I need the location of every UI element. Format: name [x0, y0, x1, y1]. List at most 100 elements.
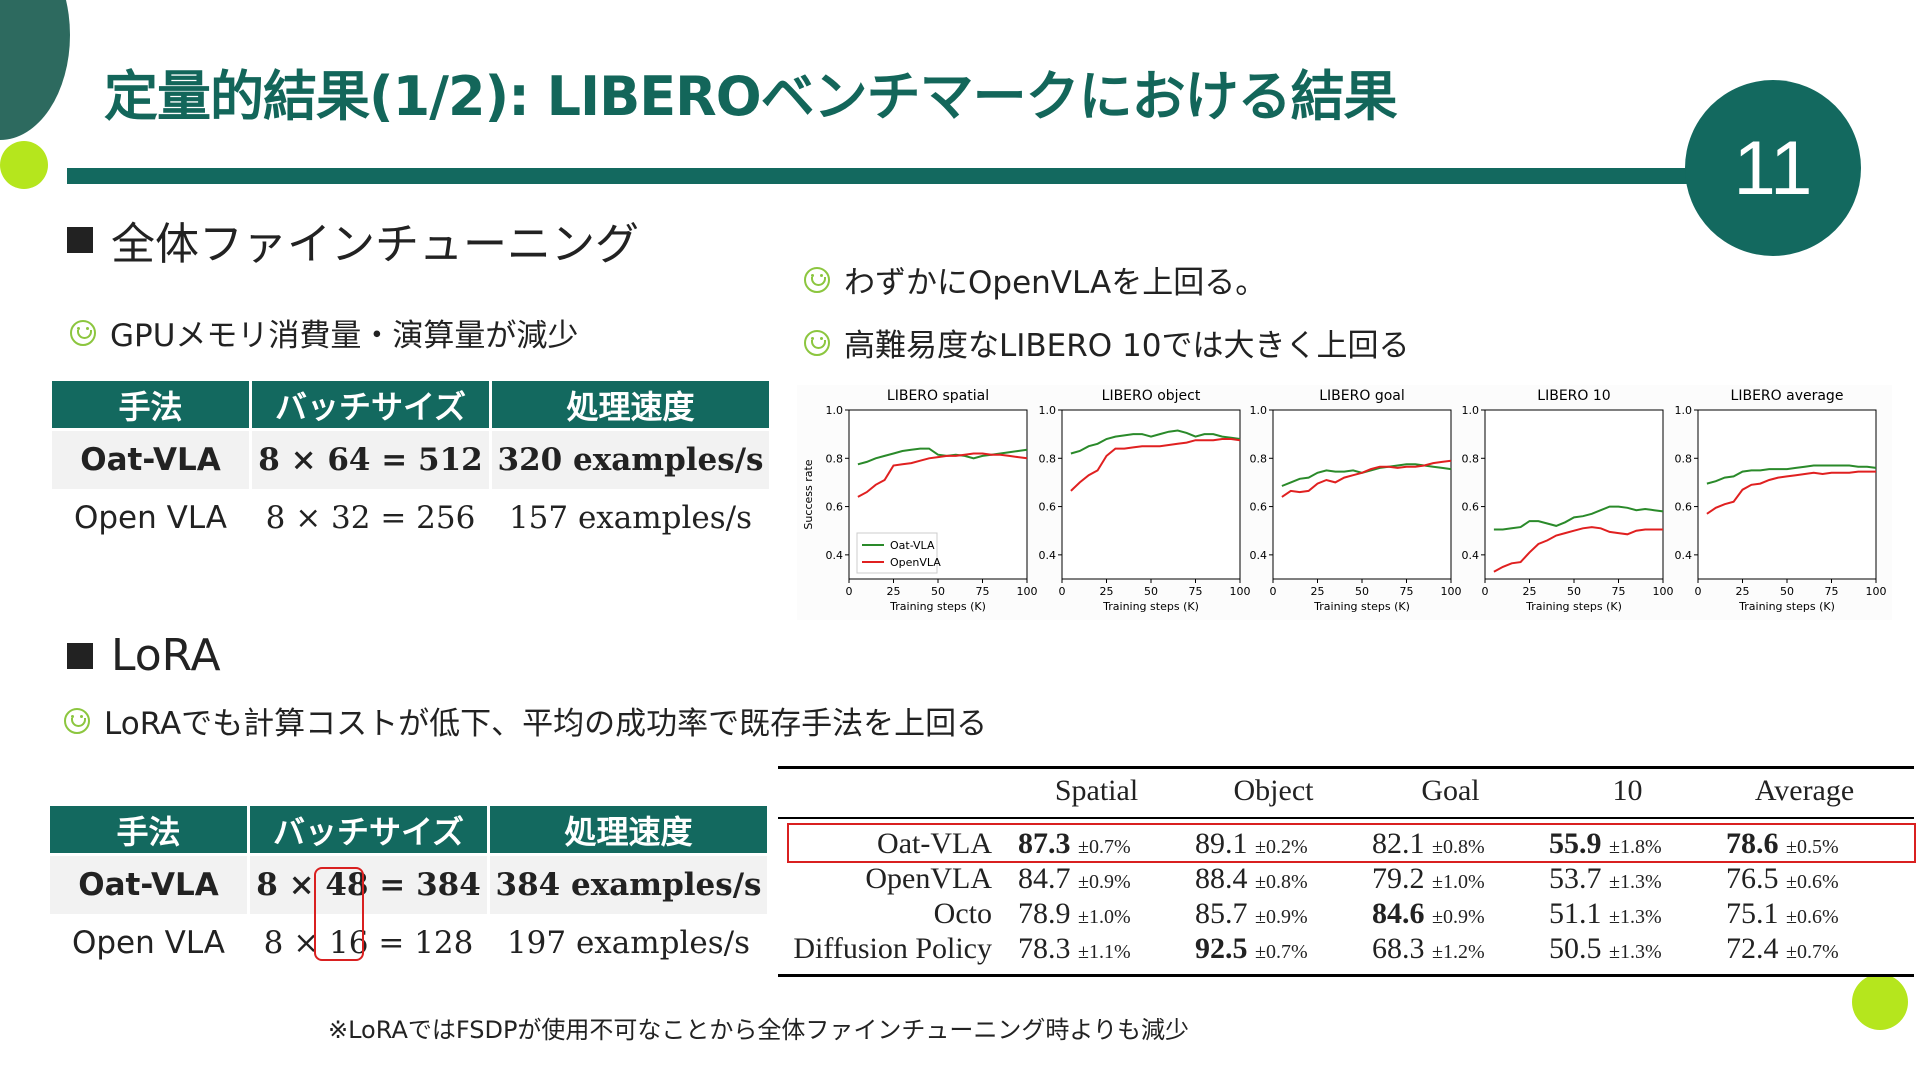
x-tick-label: 0: [1270, 585, 1277, 598]
score-cell: 55.9 ±1.8%: [1539, 827, 1716, 861]
table-row: Diffusion Policy 78.3 ±1.1% 92.5 ±0.7% 68.3…: [778, 932, 1914, 966]
score-cell: 82.1 ±0.8%: [1362, 827, 1539, 861]
score-std: ±1.3%: [1609, 941, 1662, 963]
score-value: 78.3: [1018, 932, 1071, 965]
section-heading-full: 全体ファインチューニング: [67, 208, 639, 272]
table-row: Octo 78.9 ±1.0% 85.7 ±0.9% 84.6 ±0.9% 51.1 ±…: [778, 897, 1914, 931]
square-bullet-icon: [67, 642, 93, 669]
table-header-row: Spatial Object Goal 10 Average: [778, 774, 1914, 808]
cell: 157 examples/s: [508, 500, 753, 536]
score-cell: 78.3 ±1.1%: [1008, 932, 1185, 966]
score-value: 89.1: [1195, 827, 1248, 860]
method-name: OpenVLA: [865, 862, 992, 895]
method-name: Diffusion Policy: [793, 932, 992, 965]
decorative-dot: [0, 141, 48, 189]
score-value: 75.1: [1726, 897, 1779, 930]
x-tick-label: 75: [1825, 585, 1839, 598]
x-tick-label: 75: [1400, 585, 1414, 598]
smiley-icon: [804, 329, 830, 356]
y-axis-label: Success rate: [802, 459, 815, 529]
cell: 8 × 64 = 512: [252, 431, 489, 489]
cell: 8 × 16 = 128: [250, 914, 487, 972]
score-std: ±0.7%: [1786, 941, 1839, 963]
cell: Oat-VLA: [52, 431, 249, 489]
cell: 320 examples/s: [492, 431, 769, 489]
score-value: 53.7: [1549, 862, 1602, 895]
score-std: ±1.0%: [1432, 871, 1485, 893]
y-tick-label: 1.0: [1462, 404, 1480, 417]
score-cell: 50.5 ±1.3%: [1539, 932, 1716, 966]
score-value: 79.2: [1372, 862, 1425, 895]
y-tick-label: 0.6: [1250, 501, 1268, 514]
y-tick-label: 0.6: [826, 501, 844, 514]
y-tick-label: 1.0: [1675, 404, 1693, 417]
y-tick-label: 0.8: [1250, 452, 1268, 465]
x-tick-label: 25: [1523, 585, 1537, 598]
score-cell: 72.4 ±0.7%: [1716, 932, 1893, 966]
x-axis-label: Training steps (K): [1313, 600, 1410, 613]
right-bullet: 高難易度なLIBERO 10では大きく上回る: [804, 320, 1410, 365]
cell: Open VLA: [71, 925, 226, 961]
legend-label: OpenVLA: [890, 556, 941, 569]
series-line-oat-vla: [1706, 464, 1877, 485]
right-bullet: わずかにOpenVLAを上回る。: [804, 257, 1266, 302]
y-tick-label: 1.0: [1250, 404, 1268, 417]
bullet-lora: LoRAでも計算コストが低下、平均の成功率で既存手法を上回る: [64, 698, 987, 743]
score-cell: 53.7 ±1.3%: [1539, 862, 1716, 896]
square-bullet-icon: [67, 227, 93, 253]
score-value: 68.3: [1372, 932, 1425, 965]
score-cell: 79.2 ±1.0%: [1362, 862, 1539, 896]
score-std: ±0.9%: [1432, 906, 1485, 928]
x-tick-label: 50: [1144, 585, 1158, 598]
score-cell: 89.1 ±0.2%: [1185, 827, 1362, 861]
table-rule: [778, 817, 1914, 819]
panel-title: LIBERO object: [1102, 388, 1201, 404]
score-cell: 75.1 ±0.6%: [1716, 897, 1893, 931]
series-line-openvla: [857, 452, 1028, 498]
batch-post: = 384: [379, 867, 481, 903]
x-tick-label: 25: [1736, 585, 1750, 598]
score-value: 84.6: [1372, 897, 1425, 930]
x-tick-label: 100: [1017, 585, 1038, 598]
x-tick-label: 0: [1482, 585, 1489, 598]
panel-title: LIBERO 10: [1537, 388, 1610, 404]
score-value: 78.6: [1726, 827, 1779, 860]
y-tick-label: 0.4: [1039, 549, 1057, 562]
highlight-box: [314, 867, 364, 961]
plot-frame: [1272, 409, 1452, 580]
series-line-openvla: [1281, 459, 1452, 498]
y-tick-label: 1.0: [1039, 404, 1057, 417]
table-rule: [778, 974, 1914, 977]
section-heading-lora: LoRA: [67, 630, 221, 681]
score-value: 84.7: [1018, 862, 1071, 895]
cell: 384 examples/s: [490, 856, 767, 914]
x-tick-label: 50: [1780, 585, 1794, 598]
score-cell: 84.6 ±0.9%: [1362, 897, 1539, 931]
series-line-openvla: [1706, 470, 1876, 515]
score-std: ±0.6%: [1786, 906, 1839, 928]
y-tick-label: 0.6: [1039, 501, 1057, 514]
cell: 197 examples/s: [506, 925, 751, 961]
x-tick-label: 25: [1311, 585, 1325, 598]
score-value: 87.3: [1018, 827, 1071, 860]
score-std: ±1.0%: [1078, 906, 1131, 928]
cell: 8 × 48 = 384: [250, 856, 487, 914]
table-row: OpenVLA 84.7 ±0.9% 88.4 ±0.8% 79.2 ±1.0% 53.…: [778, 862, 1914, 896]
x-tick-label: 100: [1866, 585, 1887, 598]
method-name: Oat-VLA: [877, 827, 992, 860]
method-name: Octo: [933, 897, 992, 930]
column-header: Spatial: [1054, 774, 1139, 807]
x-tick-label: 100: [1441, 585, 1462, 598]
plot-frame: [1061, 409, 1241, 580]
score-cell: 78.6 ±0.5%: [1716, 827, 1893, 861]
legend-box: [856, 532, 938, 574]
score-std: ±1.3%: [1609, 871, 1662, 893]
score-std: ±0.9%: [1255, 906, 1308, 928]
cell: 8 × 32 = 256: [265, 500, 476, 536]
score-std: ±1.3%: [1609, 906, 1662, 928]
x-tick-label: 100: [1230, 585, 1251, 598]
bullet-full: GPUメモリ消費量・演算量が減少: [70, 310, 578, 355]
lora-table: 手法 バッチサイズ 処理速度 Oat-VLA 8 × 48 = 384 384 exam…: [47, 806, 770, 972]
panel-title: LIBERO average: [1731, 388, 1844, 404]
